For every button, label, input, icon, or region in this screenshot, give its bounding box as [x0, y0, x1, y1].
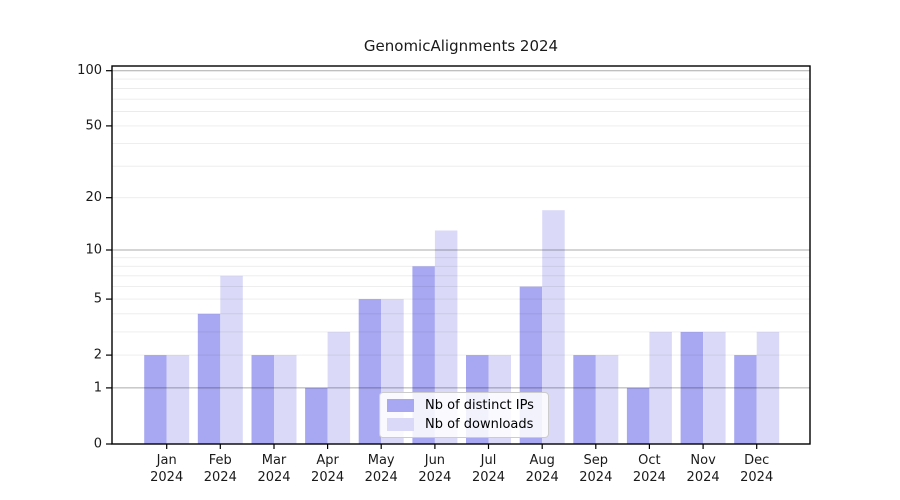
x-tick-label-month: Feb — [209, 453, 232, 468]
bar-distinct-ips-feb — [197, 313, 221, 444]
bar-downloads-oct — [649, 331, 672, 444]
legend-label-downloads: Nb of downloads — [425, 417, 534, 432]
bar-distinct-ips-dec — [734, 355, 757, 444]
legend: Nb of distinct IPs Nb of downloads — [379, 392, 549, 438]
y-tick-label: 0 — [94, 437, 102, 452]
bar-downloads-mar — [274, 355, 297, 444]
y-tick-label: 5 — [94, 292, 102, 307]
y-tick-label: 10 — [85, 243, 102, 258]
bar-distinct-ips-may — [358, 299, 382, 444]
x-tick-label-month: Jun — [424, 453, 445, 468]
x-tick-label-year: 2024 — [633, 470, 666, 485]
bar-distinct-ips-apr — [305, 387, 328, 444]
x-tick-label-year: 2024 — [526, 470, 559, 485]
legend-label-distinct-ips: Nb of distinct IPs — [425, 398, 534, 413]
bar-downloads-aug — [542, 210, 565, 444]
chart-title: GenomicAlignments 2024 — [363, 37, 559, 55]
bar-distinct-ips-oct — [626, 387, 650, 444]
x-tick-label-year: 2024 — [687, 470, 720, 485]
x-tick-label-year: 2024 — [311, 470, 344, 485]
y-tick-label: 2 — [94, 348, 102, 363]
x-tick-label-month: Oct — [638, 453, 660, 468]
legend-swatch-1 — [387, 418, 414, 431]
bar-distinct-ips-sep — [573, 355, 596, 444]
bar-downloads-apr — [327, 331, 351, 444]
x-tick-label-month: May — [368, 453, 395, 468]
legend-swatch-0 — [387, 399, 414, 412]
x-tick-label-year: 2024 — [472, 470, 505, 485]
bar-distinct-ips-mar — [251, 355, 274, 444]
legend-item-distinct-ips: Nb of distinct IPs — [387, 398, 548, 413]
plot-frame — [111, 65, 811, 445]
y-tick-label: 1 — [94, 380, 102, 395]
bar-downloads-jan — [166, 355, 190, 444]
x-tick-label-month: Aug — [530, 453, 555, 468]
x-tick-label-year: 2024 — [579, 470, 612, 485]
x-tick-label-month: Sep — [584, 453, 609, 468]
x-tick-label-month: Dec — [744, 453, 769, 468]
bar-downloads-feb — [220, 275, 243, 444]
x-tick-label-month: Apr — [316, 453, 339, 468]
bar-distinct-ips-nov — [680, 331, 704, 444]
bar-downloads-jun — [434, 230, 458, 444]
y-tick-label: 100 — [77, 63, 102, 78]
x-tick-label-year: 2024 — [204, 470, 237, 485]
x-tick-label-month: Jan — [156, 453, 177, 468]
x-tick-label-year: 2024 — [418, 470, 451, 485]
bar-downloads-sep — [595, 355, 619, 444]
x-tick-label-month: Mar — [262, 453, 287, 468]
y-tick-label: 50 — [85, 118, 102, 133]
x-tick-label-year: 2024 — [257, 470, 290, 485]
x-tick-label-month: Nov — [690, 453, 716, 468]
bar-downloads-dec — [756, 331, 780, 444]
bar-distinct-ips-jan — [144, 355, 167, 444]
x-tick-label-year: 2024 — [150, 470, 183, 485]
x-tick-label-year: 2024 — [365, 470, 398, 485]
x-tick-label-year: 2024 — [740, 470, 773, 485]
legend-item-downloads: Nb of downloads — [387, 417, 548, 432]
x-tick-label-month: Jul — [480, 453, 497, 468]
bar-downloads-nov — [703, 331, 726, 444]
y-tick-label: 20 — [85, 190, 102, 205]
